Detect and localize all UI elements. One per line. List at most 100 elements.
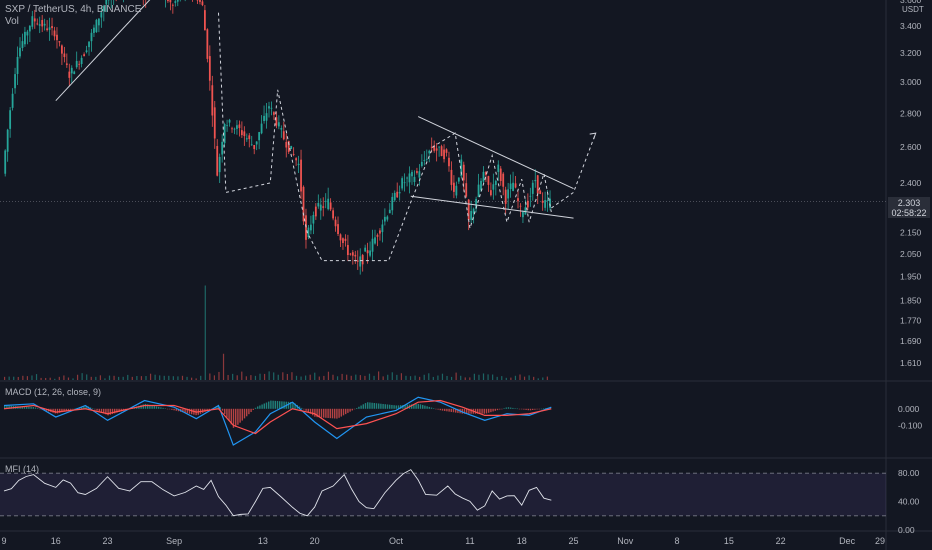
macd-histogram-bar: [334, 408, 336, 419]
volume-bar: [528, 375, 530, 380]
macd-histogram-bar: [230, 408, 232, 425]
volume-bar: [213, 375, 216, 380]
macd-histogram-bar: [540, 408, 543, 410]
macd-histogram-bar: [301, 407, 303, 409]
macd-histogram-bar: [307, 408, 309, 413]
candle-body: [420, 161, 423, 167]
macd-histogram-bar: [428, 406, 430, 409]
time-tick-label: 8: [675, 536, 680, 546]
time-tick-label: 11: [465, 536, 474, 546]
volume-bar: [113, 375, 115, 380]
candle-body: [75, 60, 78, 68]
candle-body: [539, 190, 542, 194]
candle-body: [68, 71, 71, 78]
macd-histogram-bar: [81, 406, 83, 409]
macd-histogram-bar: [103, 408, 105, 414]
macd-histogram-bar: [312, 408, 314, 416]
macd-tick-label: -0.100: [898, 420, 922, 430]
volume-bar: [145, 375, 147, 380]
candle-body: [485, 172, 487, 175]
candle-body: [236, 125, 238, 129]
macd-histogram-bar: [362, 404, 364, 409]
candle-body: [231, 128, 233, 130]
time-tick-label: 15: [724, 536, 734, 546]
mfi-tick-label: 40.00: [898, 497, 920, 507]
macd-histogram-bar: [59, 408, 61, 413]
macd-histogram-bar: [349, 408, 351, 412]
volume-bar: [136, 375, 138, 380]
macd-histogram-bar: [215, 406, 217, 409]
macd-histogram-bar: [536, 408, 538, 410]
volume-bar: [67, 377, 70, 380]
volume-bar: [364, 375, 366, 380]
macd-histogram-bar: [221, 408, 224, 411]
macd-histogram-bar: [468, 408, 470, 414]
candle-body: [228, 119, 231, 123]
macd-histogram-bar: [426, 406, 428, 409]
candle-body: [292, 154, 295, 155]
macd-label[interactable]: MACD (12, 26, close, 9): [5, 387, 102, 397]
macd-histogram-bar: [4, 405, 6, 409]
volume-bar: [487, 374, 489, 380]
macd-histogram-bar: [316, 408, 318, 418]
macd-histogram-bar: [351, 408, 353, 411]
volume-bar: [391, 372, 393, 380]
macd-histogram-bar: [23, 406, 26, 409]
candle-body: [351, 252, 354, 256]
candle-body: [393, 192, 396, 201]
volume-bar: [45, 377, 47, 380]
candle-body: [546, 200, 549, 202]
volume-bar: [90, 376, 92, 380]
macd-histogram-bar: [342, 408, 345, 416]
volume-bar: [81, 373, 83, 380]
candle-body: [93, 27, 95, 33]
volume-bar: [350, 375, 352, 380]
candle-body: [445, 149, 448, 153]
volume-bar: [54, 378, 56, 380]
candle-body: [97, 18, 100, 26]
candle-body: [300, 159, 302, 192]
macd-histogram-bar: [186, 408, 188, 414]
symbol-title[interactable]: SXP / TetherUS, 4h, BINANCE: [5, 4, 142, 15]
volume-label[interactable]: Vol: [5, 16, 19, 27]
macd-histogram-bar: [380, 403, 382, 409]
macd-histogram-bar: [67, 408, 70, 411]
volume-bar: [323, 375, 325, 380]
volume-bar: [309, 374, 311, 380]
macd-histogram-bar: [254, 407, 257, 409]
mfi-label[interactable]: MFI (14): [5, 464, 40, 474]
time-tick-label: 22: [776, 536, 786, 546]
macd-histogram-bar: [389, 404, 391, 409]
price-tick-label: 2.600: [900, 142, 922, 152]
candle-body: [381, 224, 384, 233]
candle-body: [226, 125, 228, 127]
macd-histogram-bar: [175, 408, 177, 411]
macd-histogram-bar: [257, 406, 259, 409]
volume-bar: [222, 353, 225, 380]
volume-bar: [259, 373, 261, 380]
candle-body: [433, 145, 436, 151]
candle-body: [102, 6, 105, 12]
candle-body: [58, 41, 61, 43]
candle-body: [386, 216, 389, 220]
macd-histogram-bar: [422, 404, 424, 409]
macd-histogram-bar: [378, 403, 380, 409]
candle-body: [253, 144, 256, 150]
price-tick-label: 1.610: [900, 358, 922, 368]
macd-tick-label: 0.000: [898, 404, 920, 414]
macd-histogram-bar: [474, 408, 477, 414]
macd-histogram-bar: [336, 408, 338, 419]
candle-body: [275, 117, 278, 126]
macd-histogram-bar: [72, 408, 74, 410]
macd-histogram-bar: [228, 408, 230, 421]
volume-bar: [118, 376, 120, 380]
candle-body: [477, 184, 480, 198]
volume-bar: [318, 376, 320, 380]
signal-line: [3, 399, 552, 435]
macd-histogram-bar: [61, 408, 63, 413]
macd-histogram-bar: [430, 407, 433, 409]
macd-histogram-bar: [494, 408, 496, 411]
macd-histogram-bar: [450, 408, 452, 412]
macd-histogram-bar: [188, 408, 191, 414]
